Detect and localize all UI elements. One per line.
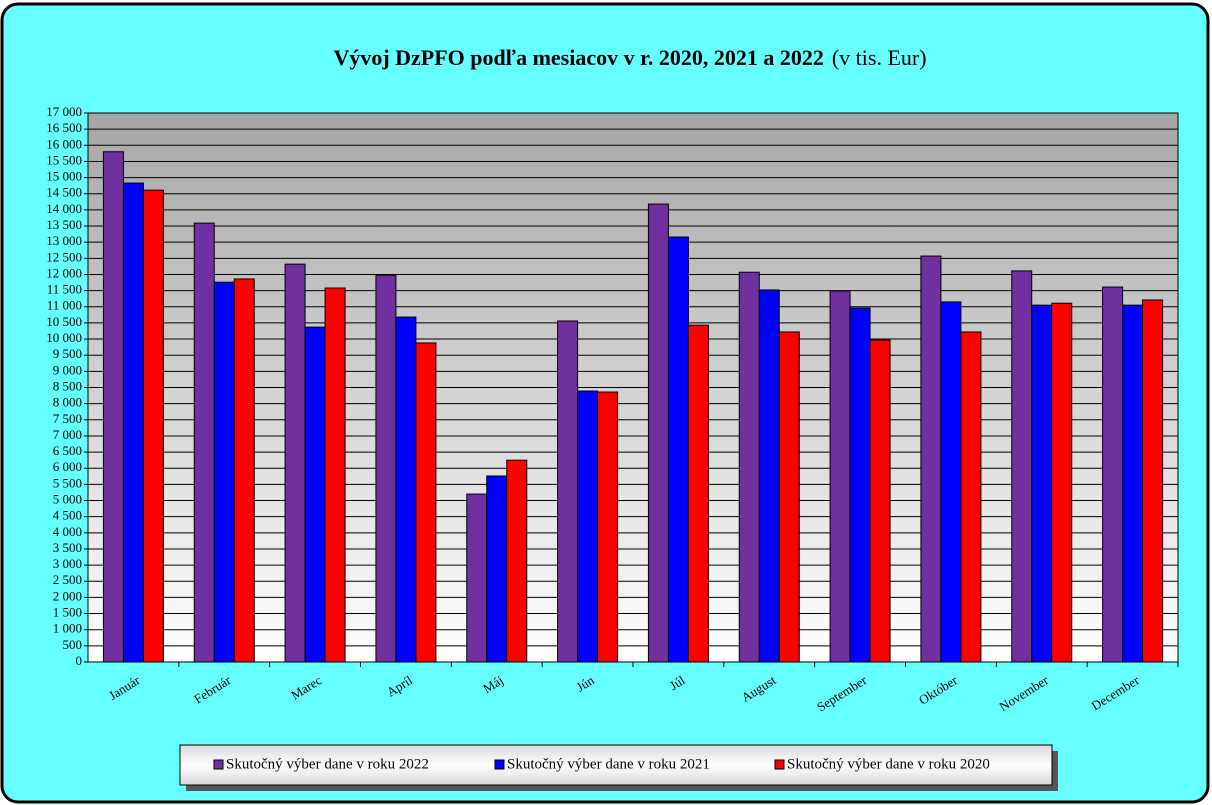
bar	[324, 287, 346, 663]
y-tick-label: 500	[63, 637, 83, 652]
y-tick-label: 12 500	[46, 249, 82, 264]
bar	[213, 281, 235, 663]
bar	[122, 182, 144, 663]
legend-swatch	[494, 759, 505, 770]
y-tick-label: 6 000	[53, 459, 82, 474]
bar	[142, 189, 164, 663]
bar	[687, 324, 709, 663]
legend-swatch	[213, 759, 224, 770]
bar	[193, 222, 215, 663]
y-tick-label: 1 000	[53, 621, 82, 636]
y-tick-label: 4 500	[53, 508, 82, 523]
y-tick-label: 7 500	[53, 411, 82, 426]
bar	[284, 263, 306, 663]
y-tick-label: 10 000	[46, 330, 82, 345]
y-tick-label: 9 000	[53, 362, 82, 377]
bar	[758, 289, 780, 663]
y-tick-label: 15 000	[46, 169, 82, 184]
y-tick-label: 3 000	[53, 556, 82, 571]
bar	[486, 475, 508, 663]
y-tick-label: 8 000	[53, 395, 82, 410]
bar	[647, 203, 669, 663]
y-tick-label: 0	[76, 653, 83, 668]
bar	[738, 271, 760, 663]
bar	[849, 307, 871, 663]
x-tick-label: Júl	[667, 672, 688, 693]
bar	[506, 459, 528, 663]
y-tick-label: 11 000	[47, 298, 82, 313]
y-tick-label: 14 000	[46, 201, 82, 216]
y-tick-label: 6 500	[53, 443, 82, 458]
y-tick-label: 15 500	[46, 152, 82, 167]
y-tick-label: 17 000	[46, 104, 82, 119]
y-tick-label: 16 500	[46, 120, 82, 135]
bar	[667, 236, 689, 663]
y-tick-label: 1 500	[53, 605, 82, 620]
bar	[102, 151, 124, 663]
y-tick-label: 5 500	[53, 475, 82, 490]
y-tick-label: 7 000	[53, 427, 82, 442]
y-tick-label: 12 000	[46, 265, 82, 280]
legend	[179, 744, 1053, 786]
bar	[395, 316, 417, 663]
bar	[415, 342, 437, 663]
y-tick-label: 13 500	[46, 217, 82, 232]
bar	[778, 331, 800, 663]
chart-title: Vývoj DzPFO podľa mesiacov v r. 2020, 20…	[333, 45, 926, 70]
bar	[960, 331, 982, 663]
y-tick-label: 10 500	[46, 314, 82, 329]
y-tick-label: 8 500	[53, 378, 82, 393]
y-tick-label: 2 000	[53, 588, 82, 603]
bar	[1051, 302, 1073, 663]
y-tick-label: 14 500	[46, 185, 82, 200]
bar	[375, 274, 397, 663]
bar	[233, 278, 255, 663]
bar	[466, 493, 488, 663]
y-tick-label: 4 000	[53, 524, 82, 539]
y-tick-label: 9 500	[53, 346, 82, 361]
subtitle: (v tis. Eur)	[832, 45, 927, 70]
bar	[577, 390, 599, 663]
legend-swatch	[774, 759, 785, 770]
bar	[920, 255, 942, 663]
bar	[1142, 299, 1164, 663]
y-tick-label: 11 500	[47, 282, 82, 297]
bar	[597, 391, 619, 663]
y-tick-label: 3 500	[53, 540, 82, 555]
y-tick-label: 16 000	[46, 136, 82, 151]
bar	[1122, 304, 1144, 663]
legend-label: Skutočný výber dane v roku 2022	[226, 756, 429, 772]
bar	[1031, 304, 1053, 663]
legend-label: Skutočný výber dane v roku 2021	[507, 756, 710, 772]
y-tick-label: 2 500	[53, 572, 82, 587]
title: Vývoj DzPFO podľa mesiacov v r. 2020, 20…	[333, 45, 823, 70]
y-tick-label: 5 000	[53, 492, 82, 507]
bar	[1102, 286, 1124, 663]
y-tick-label: 13 000	[46, 233, 82, 248]
bar	[940, 301, 962, 663]
bar	[557, 320, 579, 663]
bar	[1011, 270, 1033, 663]
bar	[304, 326, 326, 663]
legend-label: Skutočný výber dane v roku 2020	[787, 756, 990, 772]
bar	[829, 290, 851, 663]
bar	[869, 339, 891, 663]
